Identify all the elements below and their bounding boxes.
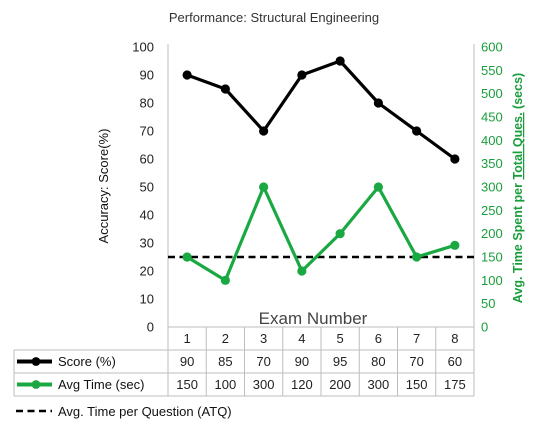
x-axis-label: Exam Number [259, 309, 368, 328]
avg-time-legend-marker [31, 380, 41, 389]
right-y-axis-label: Avg. Time Spent per Total Ques. (secs) [511, 73, 525, 303]
right-tick-label: 250 [481, 203, 503, 218]
category-label: 1 [184, 331, 191, 346]
right-tick-label: 350 [481, 156, 503, 171]
score-point [182, 70, 192, 80]
left-axis-ticks: 0 10 20 30 40 50 60 70 80 90 100 [132, 40, 154, 335]
data-table: 1 2 3 4 5 6 7 8 Score (%) 90 85 70 90 95 80 70 60 Avg Tim… [13, 326, 475, 397]
atq-legend: Avg. Time per Question (ATQ) [16, 404, 232, 419]
score-table-value: 85 [218, 354, 232, 369]
avg-time-point [220, 275, 230, 285]
left-tick-label: 20 [140, 264, 154, 279]
avg-time-table-value: 175 [444, 377, 466, 392]
avg-time-point [335, 229, 345, 239]
score-table-value: 80 [371, 354, 385, 369]
right-tick-label: 600 [481, 40, 503, 55]
left-tick-label: 60 [140, 152, 154, 167]
avg-time-table-value: 100 [215, 377, 237, 392]
right-y-axis-label-part3: (secs) [511, 73, 525, 113]
left-y-axis-label: Accuracy: Score(%) [96, 129, 111, 244]
score-point [259, 126, 269, 136]
score-table-value: 95 [333, 354, 347, 369]
avg-time-table-value: 150 [176, 377, 198, 392]
score-table-value: 70 [256, 354, 270, 369]
avg-time-point [259, 182, 269, 192]
avg-time-legend-label: Avg Time (sec) [58, 377, 144, 392]
avg-time-point [450, 240, 460, 250]
score-table-value: 60 [448, 354, 462, 369]
right-tick-label: 200 [481, 226, 503, 241]
avg-time-table-value: 120 [291, 377, 313, 392]
left-tick-label: 40 [140, 208, 154, 223]
left-tick-label: 70 [140, 124, 154, 139]
left-tick-label: 100 [132, 40, 154, 55]
avg-time-point [297, 266, 307, 276]
chart-title: Performance: Structural Engineering [169, 10, 379, 25]
series-line-avg-time [186, 185, 456, 282]
right-tick-label: 500 [481, 86, 503, 101]
right-tick-label: 0 [481, 320, 488, 335]
avg-time-point [182, 252, 192, 262]
right-tick-label: 50 [481, 296, 495, 311]
right-tick-label: 400 [481, 133, 503, 148]
right-tick-label: 100 [481, 273, 503, 288]
category-label: 7 [413, 331, 420, 346]
category-label: 4 [298, 331, 305, 346]
score-table-value: 90 [295, 354, 309, 369]
score-point [297, 70, 307, 80]
series-layer [168, 56, 474, 285]
left-tick-label: 10 [140, 292, 154, 307]
plot-frame [167, 44, 475, 327]
right-tick-label: 550 [481, 63, 503, 78]
score-point [335, 56, 345, 66]
score-point [450, 154, 460, 164]
left-tick-label: 0 [147, 320, 154, 335]
left-tick-label: 80 [140, 96, 154, 111]
avg-time-table-value: 300 [368, 377, 390, 392]
score-table-value: 90 [180, 354, 194, 369]
right-tick-label: 300 [481, 180, 503, 195]
right-axis-ticks: 0 50 100 150 200 250 300 350 400 450 500 550 600 [481, 40, 503, 335]
score-point [220, 84, 230, 94]
avg-time-point [412, 252, 422, 262]
category-label: 5 [337, 331, 344, 346]
avg-time-point [373, 182, 383, 192]
category-label: 6 [375, 331, 382, 346]
category-label: 3 [260, 331, 267, 346]
atq-legend-label: Avg. Time per Question (ATQ) [58, 404, 232, 419]
right-y-axis-label-part2: Total Ques. [511, 112, 525, 179]
avg-time-table-value: 150 [406, 377, 428, 392]
left-tick-label: 90 [140, 68, 154, 83]
right-y-axis-label-part1: Avg. Time Spent per [511, 180, 525, 304]
score-table-value: 70 [409, 354, 423, 369]
score-point [412, 126, 422, 136]
left-tick-label: 50 [140, 180, 154, 195]
score-point [373, 98, 383, 108]
category-label: 8 [451, 331, 458, 346]
left-tick-label: 30 [140, 236, 154, 251]
score-legend-label: Score (%) [58, 354, 116, 369]
right-tick-label: 450 [481, 110, 503, 125]
score-legend-marker [31, 357, 41, 366]
category-label: 2 [222, 331, 229, 346]
right-tick-label: 150 [481, 250, 503, 265]
avg-time-table-value: 300 [253, 377, 275, 392]
avg-time-table-value: 200 [329, 377, 351, 392]
series-line-score [186, 59, 456, 161]
